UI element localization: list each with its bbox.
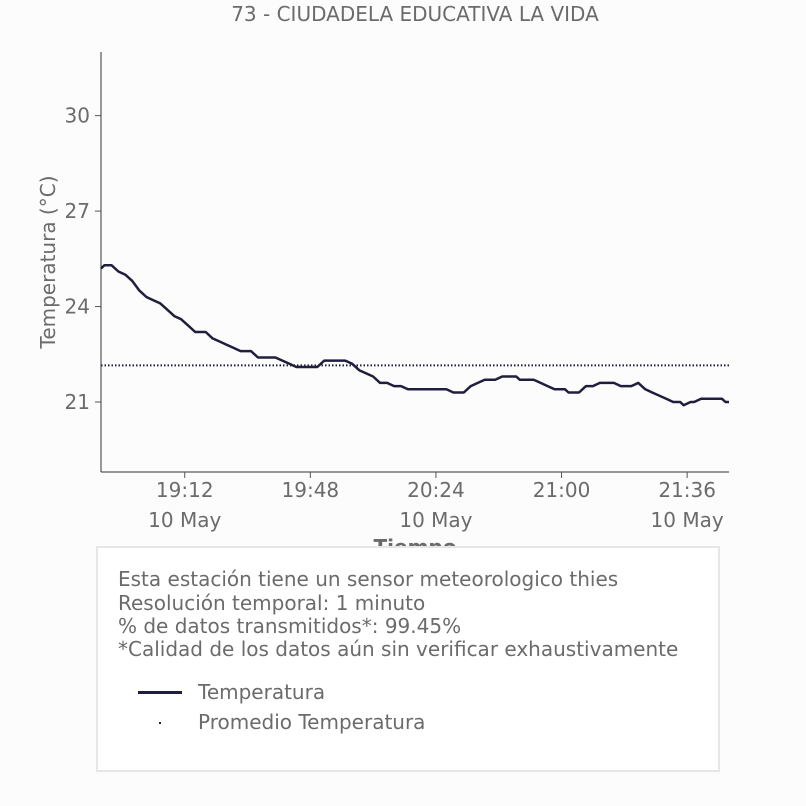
y-tick-label: 24 bbox=[65, 295, 90, 319]
chart-title: 73 - CIUDADELA EDUCATIVA LA VIDA bbox=[231, 2, 599, 26]
y-tick-label: 27 bbox=[65, 199, 90, 223]
plot-area: 21 24 27 30 19:12 10 May 19:48 20:24 10 May 21:00… bbox=[65, 52, 729, 532]
info-line-transmitted: % de datos transmitidos*: 99.45% bbox=[118, 614, 462, 638]
legend-item-promedio: Promedio Temperatura bbox=[138, 710, 538, 734]
info-line-quality-note: *Calidad de los datos aún sin verificar … bbox=[118, 637, 679, 661]
info-line-sensor: Esta estación tiene un sensor meteorolog… bbox=[118, 567, 619, 591]
y-tick-label: 30 bbox=[65, 104, 90, 128]
legend-item-temperatura: Temperatura bbox=[138, 680, 538, 704]
legend-label: Temperatura bbox=[198, 680, 326, 704]
info-line-resolution: Resolución temporal: 1 minuto bbox=[118, 591, 426, 615]
x-tick-label: 19:12 bbox=[156, 478, 214, 502]
info-box: Esta estación tiene un sensor meteorolog… bbox=[96, 546, 720, 772]
x-tick-label: 19:48 bbox=[282, 478, 340, 502]
x-tick-label: 20:24 bbox=[407, 478, 465, 502]
temperature-line bbox=[100, 263, 729, 407]
legend-line-swatch bbox=[138, 691, 182, 694]
x-tick-label: 21:36 bbox=[658, 478, 716, 502]
x-tick-date-label: 10 May bbox=[651, 508, 724, 532]
legend-dot-swatch bbox=[159, 722, 161, 724]
x-tick-date-label: 10 May bbox=[399, 508, 472, 532]
y-axis-label: Temperatura (°C) bbox=[36, 175, 60, 349]
y-tick-label: 21 bbox=[65, 390, 90, 414]
x-tick-date-label: 10 May bbox=[148, 508, 221, 532]
x-tick-label: 21:00 bbox=[533, 478, 591, 502]
legend-label: Promedio Temperatura bbox=[198, 710, 426, 734]
